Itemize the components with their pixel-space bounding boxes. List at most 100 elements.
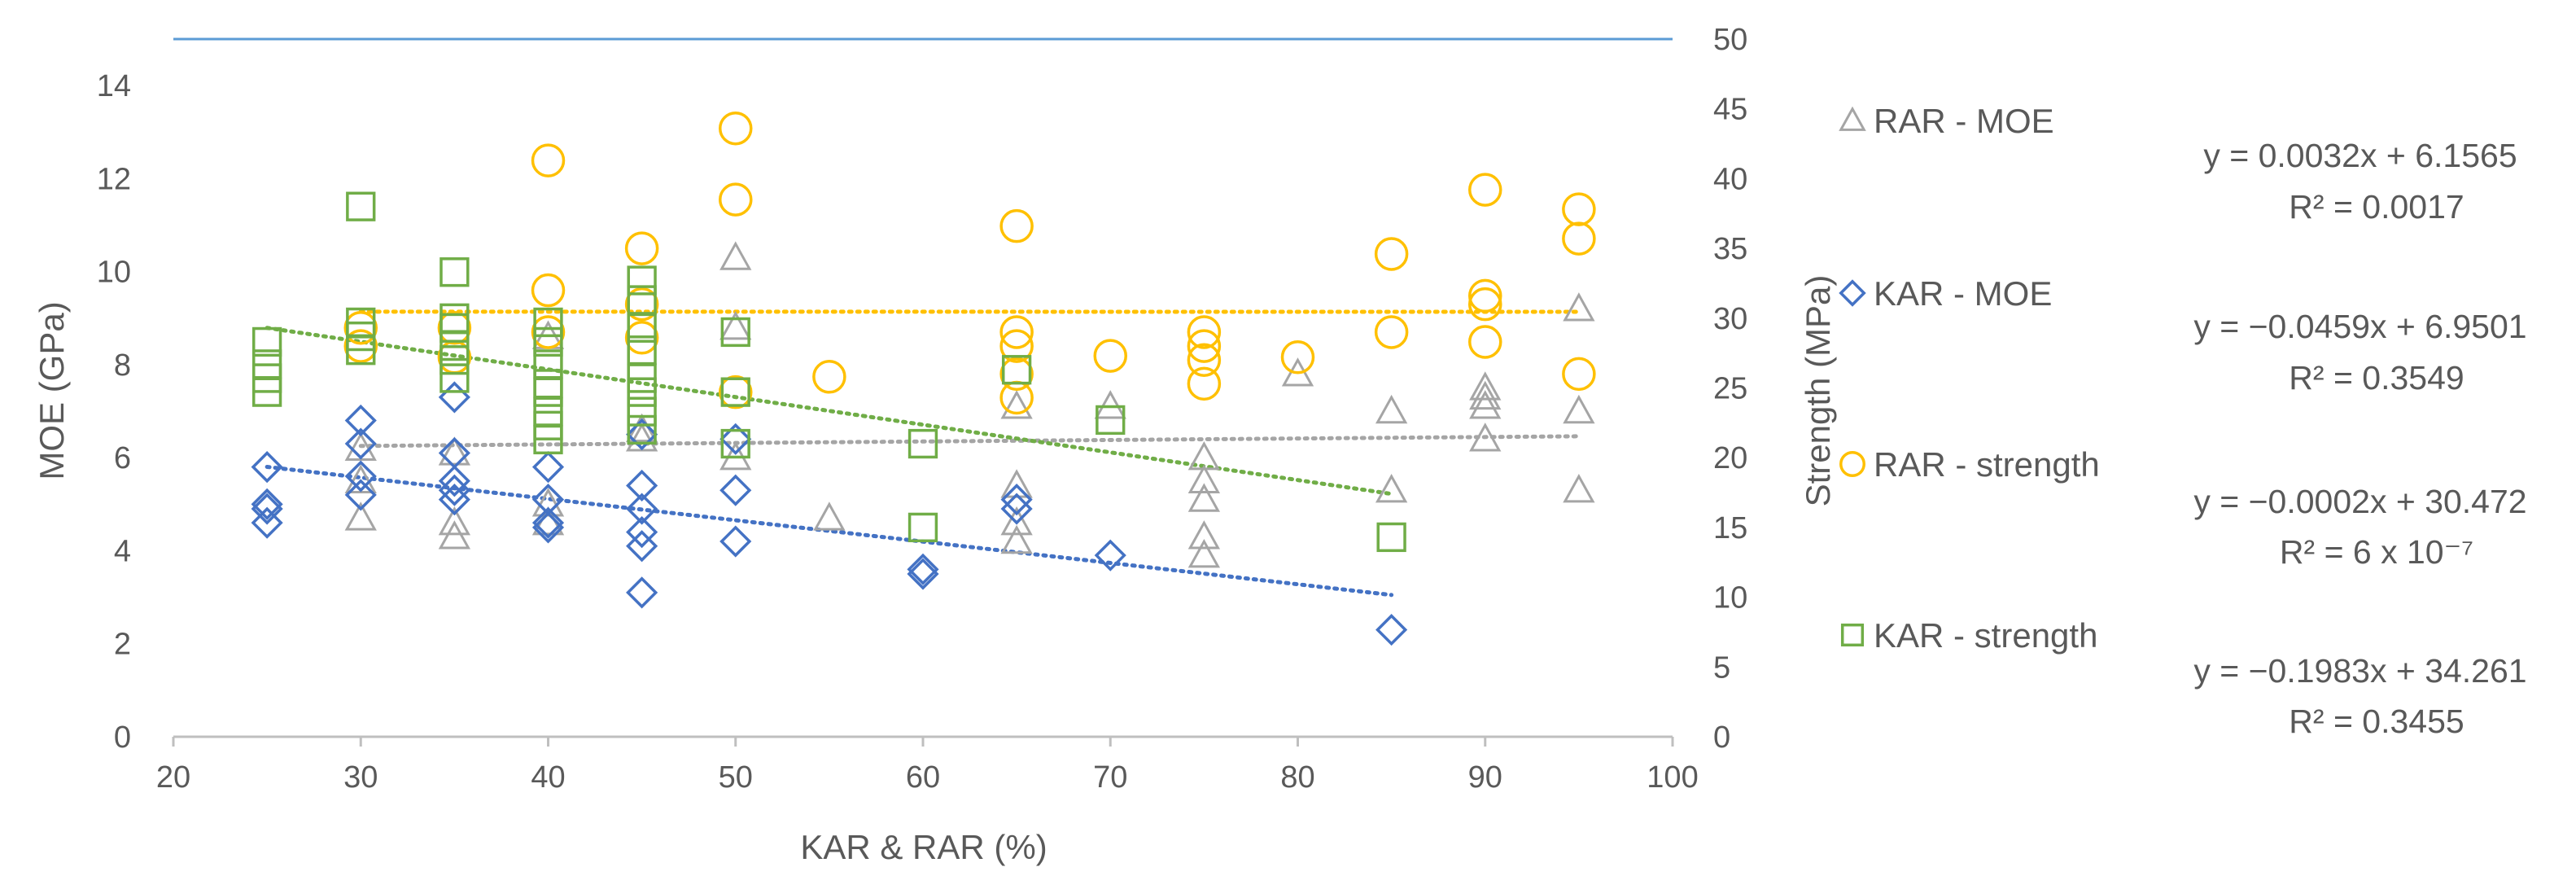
data-point-diamond bbox=[626, 516, 658, 549]
data-point-diamond bbox=[531, 451, 565, 484]
data-point-triangle bbox=[1000, 524, 1033, 554]
data-point-circle bbox=[1468, 278, 1502, 313]
trendline-equation: y = 0.0032x + 6.1565 bbox=[2203, 137, 2517, 174]
y2-tick-label: 45 bbox=[1713, 93, 1747, 127]
data-point-triangle bbox=[1000, 506, 1033, 536]
data-point-triangle bbox=[719, 311, 752, 340]
y2-tick-label: 30 bbox=[1713, 302, 1747, 336]
data-point-square bbox=[720, 428, 750, 459]
data-point-circle bbox=[531, 273, 566, 308]
data-point-diamond bbox=[531, 484, 565, 516]
data-point-triangle bbox=[1469, 390, 1502, 419]
data-point-triangle bbox=[344, 501, 377, 531]
data-point-diamond bbox=[626, 493, 658, 525]
data-point-square bbox=[251, 326, 282, 357]
data-point-triangle bbox=[719, 241, 752, 270]
data-point-triangle bbox=[1375, 394, 1408, 424]
x-tick-label: 40 bbox=[531, 760, 565, 795]
data-point-triangle bbox=[1187, 441, 1221, 471]
trendline-r2: R² = 0.3549 bbox=[2289, 359, 2464, 396]
data-point-square bbox=[908, 512, 938, 543]
x-tick-label: 20 bbox=[156, 760, 190, 795]
data-point-circle bbox=[999, 357, 1034, 392]
data-point-square bbox=[908, 428, 938, 459]
y2-tick-label: 50 bbox=[1713, 23, 1747, 57]
data-point-square bbox=[627, 414, 657, 445]
data-point-triangle bbox=[1563, 394, 1595, 424]
trendline-equation: y = −0.0002x + 30.472 bbox=[2193, 483, 2526, 520]
legend-marker-square bbox=[1840, 623, 1865, 647]
data-point-circle bbox=[624, 321, 659, 355]
data-point-square bbox=[533, 349, 563, 379]
data-point-circle bbox=[719, 111, 753, 146]
legend-label: RAR - MOE bbox=[1874, 102, 2054, 140]
data-point-triangle bbox=[438, 436, 471, 466]
x-tick-label: 100 bbox=[1647, 760, 1698, 795]
data-point-circle bbox=[531, 143, 566, 177]
y2-axis-title: Strength (MPa) bbox=[1799, 275, 1837, 507]
data-point-diamond bbox=[344, 479, 377, 511]
data-point-circle bbox=[1093, 339, 1127, 373]
y-tick-label: 12 bbox=[97, 162, 131, 196]
y2-tick-label: 25 bbox=[1713, 372, 1747, 406]
data-point-triangle bbox=[1187, 483, 1221, 512]
y2-tick-label: 40 bbox=[1713, 162, 1747, 196]
data-point-diamond bbox=[626, 469, 658, 502]
data-point-diamond bbox=[438, 436, 470, 470]
x-tick-label: 80 bbox=[1280, 760, 1314, 795]
x-tick-label: 30 bbox=[343, 760, 378, 795]
trendline-r2: R² = 0.3455 bbox=[2289, 703, 2464, 740]
data-point-square bbox=[440, 363, 470, 393]
data-point-circle bbox=[999, 329, 1034, 363]
y-tick-label: 4 bbox=[114, 534, 131, 568]
trendline-equation: y = −0.0459x + 6.9501 bbox=[2193, 308, 2526, 345]
data-point-diamond bbox=[344, 427, 377, 460]
data-point-circle bbox=[812, 360, 846, 394]
data-point-circle bbox=[1280, 340, 1315, 374]
data-point-circle bbox=[1562, 221, 1596, 256]
legend: RAR - MOE y = 0.0032x + 6.1565 R² = 0.0017… bbox=[1839, 102, 2527, 740]
data-point-circle bbox=[1374, 237, 1409, 271]
data-point-square bbox=[251, 349, 282, 379]
data-point-diamond bbox=[719, 525, 752, 558]
data-point-triangle bbox=[1000, 390, 1033, 419]
data-point-diamond bbox=[531, 506, 565, 539]
data-point-square bbox=[533, 369, 563, 399]
data-point-square bbox=[720, 377, 750, 407]
data-point-circle bbox=[343, 329, 378, 363]
trendline-r2: R² = 6 x 10⁻⁷ bbox=[2280, 533, 2473, 571]
legend-marker-diamond bbox=[1839, 279, 1866, 307]
data-point-diamond bbox=[344, 460, 377, 493]
y-tick-label: 0 bbox=[114, 720, 131, 755]
legend-label: RAR - strength bbox=[1874, 445, 2100, 484]
data-point-triangle bbox=[1187, 520, 1221, 550]
data-point-diamond bbox=[719, 474, 752, 506]
data-point-square bbox=[1001, 355, 1032, 385]
trendline-rar-moe bbox=[358, 434, 1581, 449]
data-point-circle bbox=[1562, 192, 1596, 226]
data-point-square bbox=[627, 265, 657, 296]
data-point-triangle bbox=[1469, 380, 1502, 410]
data-point-diamond bbox=[251, 488, 283, 520]
data-point-circle bbox=[437, 311, 472, 345]
data-point-triangle bbox=[1563, 292, 1595, 322]
data-point-circle bbox=[1468, 287, 1502, 322]
data-point-square bbox=[533, 307, 563, 338]
y-axis-title: MOE (GPa) bbox=[33, 301, 71, 480]
data-point-diamond bbox=[438, 465, 470, 497]
data-point-circle bbox=[1187, 343, 1222, 377]
data-point-triangle bbox=[438, 506, 471, 536]
data-point-square bbox=[440, 303, 470, 333]
y-tick-label: 10 bbox=[97, 256, 131, 290]
data-point-circle bbox=[719, 182, 753, 217]
data-point-square bbox=[627, 285, 657, 315]
x-tick-label: 60 bbox=[906, 760, 940, 795]
data-point-diamond bbox=[907, 553, 939, 585]
legend-marker-triangle bbox=[1839, 106, 1866, 131]
data-point-diamond bbox=[1094, 539, 1126, 572]
data-point-square bbox=[533, 326, 563, 357]
data-point-diamond bbox=[251, 506, 283, 539]
data-point-diamond bbox=[626, 576, 658, 609]
data-point-diamond bbox=[344, 404, 377, 437]
